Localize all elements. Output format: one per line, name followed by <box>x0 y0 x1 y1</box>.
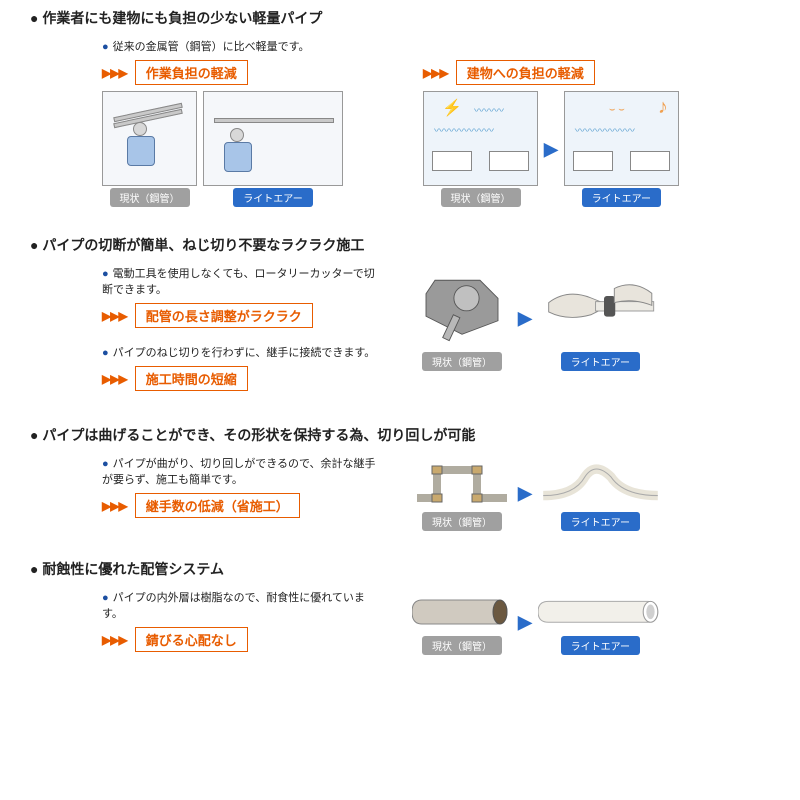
image-current: ⚡ 〰〰〰 〰〰〰〰〰〰 現状（鋼管） <box>423 91 538 207</box>
section-title: パイプは曲げることができ、その形状を保持する為、切り回しが可能 <box>30 425 770 445</box>
image-lightair: ♪ ⌣ ⌣ 〰〰〰〰〰〰 ライトエアー <box>564 91 679 207</box>
section-easy-cut: パイプの切断が簡単、ねじ切り不要なラクラク施工 電動工具を使用しなくても、ロータ… <box>30 235 770 397</box>
arrow-icon: ▶▶▶ <box>423 66 448 80</box>
label-lightair: ライトエアー <box>233 188 312 207</box>
section-subline: 従来の金属管（鋼管）に比べ軽量です。 <box>102 38 770 54</box>
label-current: 現状（鋼管） <box>422 512 502 531</box>
section-title: パイプの切断が簡単、ねじ切り不要なラクラク施工 <box>30 235 770 255</box>
label-lightair: ライトエアー <box>561 512 640 531</box>
section-subline: パイプの内外層は樹脂なので、耐食性に優れています。 <box>102 589 382 621</box>
section-lightweight: 作業者にも建物にも負担の少ない軽量パイプ 従来の金属管（鋼管）に比べ軽量です。 … <box>30 8 770 207</box>
chevron-icon: ▶ <box>518 308 532 329</box>
label-lightair: ライトエアー <box>561 352 640 371</box>
chevron-icon: ▶ <box>518 483 532 504</box>
section-subline: パイプが曲がり、切り回しができるので、余計な継手が要らず、施工も簡単です。 <box>102 455 382 487</box>
label-current: 現状（鋼管） <box>441 188 521 207</box>
image-current: 現状（鋼管） <box>412 589 512 655</box>
benefit-badge: 作業負担の軽減 <box>135 60 248 85</box>
label-current: 現状（鋼管） <box>422 636 502 655</box>
benefit-badge: 施工時間の短縮 <box>135 366 248 391</box>
benefit-badge: 配管の長さ調整がラクラク <box>135 303 313 328</box>
chevron-icon: ▶ <box>544 139 558 160</box>
benefit-badge: 建物への負担の軽減 <box>456 60 595 85</box>
image-current: 現状（鋼管） <box>412 455 512 531</box>
section-title: 作業者にも建物にも負担の少ない軽量パイプ <box>30 8 770 28</box>
benefit-badge: 錆びる心配なし <box>135 627 248 652</box>
section-corrosion: 耐蝕性に優れた配管システム パイプの内外層は樹脂なので、耐食性に優れています。 … <box>30 559 770 658</box>
chevron-icon: ▶ <box>518 612 532 633</box>
arrow-icon: ▶▶▶ <box>102 66 127 80</box>
image-lightair: ライトエアー <box>538 589 663 655</box>
section-bendable: パイプは曲げることができ、その形状を保持する為、切り回しが可能 パイプが曲がり、… <box>30 425 770 531</box>
section-subline: パイプのねじ切りを行わずに、継手に接続できます。 <box>102 344 382 360</box>
arrow-icon: ▶▶▶ <box>102 372 127 386</box>
label-current: 現状（鋼管） <box>110 188 190 207</box>
label-current: 現状（鋼管） <box>422 352 502 371</box>
arrow-icon: ▶▶▶ <box>102 309 127 323</box>
section-subline: 電動工具を使用しなくても、ロータリーカッターで切断できます。 <box>102 265 382 297</box>
image-lightair: ライトエアー <box>203 91 343 207</box>
label-lightair: ライトエアー <box>561 636 640 655</box>
label-lightair: ライトエアー <box>582 188 661 207</box>
image-lightair: ライトエアー <box>538 455 663 531</box>
image-current: 現状（鋼管） <box>412 265 512 371</box>
image-lightair: ライトエアー <box>538 265 663 371</box>
image-current: 現状（鋼管） <box>102 91 197 207</box>
benefit-badge: 継手数の低減（省施工） <box>135 493 300 518</box>
section-title: 耐蝕性に優れた配管システム <box>30 559 770 579</box>
arrow-icon: ▶▶▶ <box>102 499 127 513</box>
arrow-icon: ▶▶▶ <box>102 633 127 647</box>
